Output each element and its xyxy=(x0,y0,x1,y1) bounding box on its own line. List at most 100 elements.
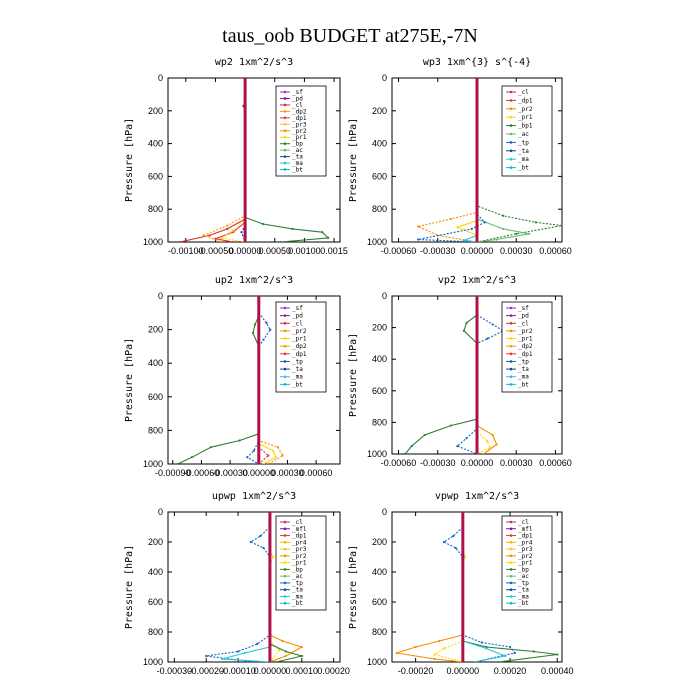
legend-marker-bt xyxy=(509,601,513,605)
legend-marker-ac xyxy=(509,574,513,578)
y-tick-label: 400 xyxy=(148,139,163,149)
series-point-tp xyxy=(205,654,208,658)
legend-marker-bt xyxy=(509,383,513,386)
y-tick-label: 800 xyxy=(148,627,163,637)
series-point-bp xyxy=(238,439,241,442)
legend-marker-ta xyxy=(283,367,287,371)
series-line-bp xyxy=(177,315,260,464)
legend-label-ma: _ma xyxy=(292,374,303,381)
series-point-tp xyxy=(269,328,272,331)
series-group xyxy=(395,512,559,662)
panel-title: wp3 1xm^{3} s^{-4} xyxy=(423,57,531,68)
legend-label-pr1: _pr1 xyxy=(292,336,307,343)
y-tick-label: 0 xyxy=(158,507,163,517)
legend-marker-sf xyxy=(283,90,287,94)
y-axis-label: Pressure [hPa] xyxy=(124,545,135,629)
legend-marker-ta xyxy=(509,149,513,153)
y-tick-label: 400 xyxy=(372,567,387,577)
legend-label-pr1: _pr1 xyxy=(518,336,533,343)
legend-marker-cl xyxy=(509,321,513,325)
legend-marker-bt xyxy=(283,601,287,605)
legend-marker-pd xyxy=(283,314,287,317)
legend-label-tp: _tp xyxy=(518,580,529,587)
legend-label-ta: _ta xyxy=(518,148,529,155)
chart-panel-2: wp3 1xm^{3} s^{-4}02004006008001000-0.00… xyxy=(348,57,572,256)
series-point-ma xyxy=(221,657,224,661)
x-tick-label: -0.00030 xyxy=(157,666,193,676)
legend-marker-bp xyxy=(283,568,287,571)
legend-label-ac: _ac xyxy=(518,573,529,580)
legend-label-bt: _bt xyxy=(292,167,303,174)
series-point-bp xyxy=(449,424,452,427)
legend-label-pr1: _pr1 xyxy=(518,560,533,567)
series-point-tp xyxy=(262,338,265,341)
legend-marker-ac xyxy=(283,148,287,152)
series-point-bp xyxy=(279,240,282,242)
series-point-bp xyxy=(321,231,324,234)
legend-marker-ta xyxy=(283,155,287,158)
series-point-ta xyxy=(240,231,243,234)
legend-marker-ma xyxy=(283,161,287,165)
series-point-dp2 xyxy=(220,240,223,242)
series-line-tp xyxy=(206,526,271,662)
legend-label-ma: _ma xyxy=(518,374,529,381)
x-tick-label: 0.00010 xyxy=(286,666,319,676)
x-tick-label: 0.00000 xyxy=(447,666,480,676)
x-tick-label: 0.00000 xyxy=(461,246,494,256)
y-tick-label: 0 xyxy=(382,291,387,301)
series-point-dp1 xyxy=(232,231,235,234)
y-tick-label: 1000 xyxy=(367,449,387,459)
series-group xyxy=(176,296,284,464)
series-line-tp xyxy=(246,312,271,464)
series-point-bp xyxy=(556,653,559,656)
y-tick-label: 200 xyxy=(372,323,387,333)
legend-label-pr2: _pr2 xyxy=(518,553,533,560)
x-tick-label: 0.00020 xyxy=(317,666,350,676)
series-point-tp xyxy=(265,321,268,324)
legend-marker-pr1 xyxy=(283,135,287,139)
series-point-bp1 xyxy=(560,224,562,227)
legend-marker-pr1 xyxy=(509,115,513,119)
legend-label-ac: _ac xyxy=(292,147,303,154)
legend-marker-pr2 xyxy=(509,107,513,111)
legend: _cl_mfl_dp1_pr4_pr3_pr2_pr1_bp_ac_tp_ta_… xyxy=(275,515,327,611)
legend-label-sf: _sf xyxy=(292,89,303,96)
legend-marker-bp1 xyxy=(509,124,513,127)
series-point-bp1 xyxy=(515,232,518,235)
series-point-tp xyxy=(262,546,265,550)
legend-label-ma: _ma xyxy=(292,160,303,167)
series-point-bp xyxy=(497,660,500,662)
legend-label-bt: _bt xyxy=(292,381,303,388)
legend-marker-pd xyxy=(509,314,513,317)
panel-title: vpwp 1xm^2/s^3 xyxy=(435,491,519,502)
legend-label-bp1: _bp1 xyxy=(518,123,533,130)
series-point-pr2 xyxy=(433,657,436,661)
legend-label-cl: _cl xyxy=(518,519,529,526)
legend-label-mfl: _mfl xyxy=(292,526,307,533)
y-tick-label: 400 xyxy=(148,567,163,577)
series-point-bp xyxy=(410,445,413,448)
legend-marker-ta xyxy=(509,588,513,591)
legend-label-pr2: _pr2 xyxy=(292,328,307,335)
plot-frame xyxy=(167,295,341,465)
series-point-pr1 xyxy=(278,648,281,652)
legend-marker-tp xyxy=(509,581,513,585)
series-point-bp xyxy=(176,462,179,464)
legend-marker-tp xyxy=(509,360,513,363)
y-tick-label: 0 xyxy=(158,291,163,301)
x-tick-label: -0.00020 xyxy=(188,666,224,676)
y-tick-label: 600 xyxy=(372,171,387,181)
series-point-pr2 xyxy=(395,651,398,655)
series-point-tp xyxy=(256,642,259,646)
legend-label-dp2: _dp2 xyxy=(518,343,533,350)
legend-marker-dp1 xyxy=(509,534,513,537)
series-point-tp xyxy=(454,546,457,550)
legend-label-bt: _bt xyxy=(518,165,529,172)
legend-label-pr4: _pr4 xyxy=(518,539,533,546)
y-tick-label: 1000 xyxy=(143,237,163,247)
legend-marker-cl xyxy=(283,103,287,107)
y-tick-label: 1000 xyxy=(143,459,163,469)
panels: wp2 1xm^2/s^302004006008001000-0.00100-0… xyxy=(124,57,574,676)
legend-marker-pr2 xyxy=(283,329,287,333)
series-point-pr2 xyxy=(482,452,485,454)
